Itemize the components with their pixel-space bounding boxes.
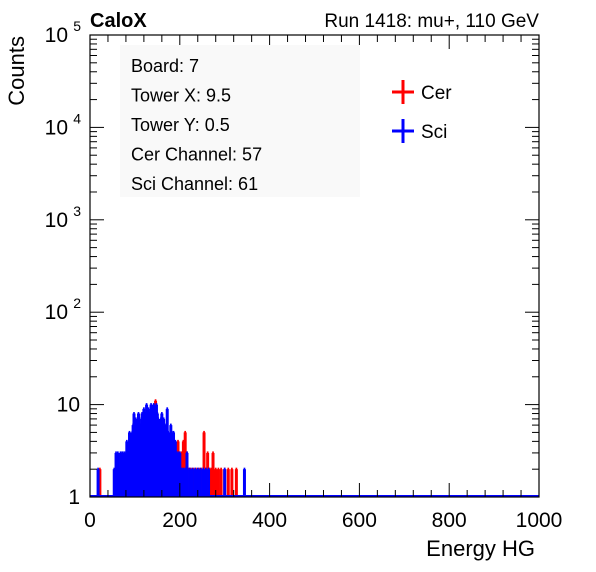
legend-label-sci: Sci xyxy=(421,122,447,143)
legend-entry-cer: Cer xyxy=(392,80,452,104)
header-left-label: CaloX xyxy=(90,10,147,32)
info-line: Board: 7 xyxy=(131,56,199,76)
x-tick-label: 200 xyxy=(162,509,197,532)
info-line: Tower X: 9.5 xyxy=(131,86,231,106)
x-tick-label: 0 xyxy=(84,509,96,532)
y-tick-exponent: 4 xyxy=(73,110,81,126)
info-line: Sci Channel: 61 xyxy=(131,174,258,194)
y-tick-exponent: 5 xyxy=(73,18,81,34)
header-right-label: Run 1418: mu+, 110 GeV xyxy=(324,11,539,32)
ticks-layer: 0 200 400 600 800 1000 1 10 10 2 10 3 10 4 10 5 xyxy=(45,18,563,532)
y-axis-label: Counts xyxy=(4,36,29,106)
series-layer xyxy=(90,399,539,497)
y-tick-label: 10 xyxy=(45,301,68,324)
y-tick-exponent: 2 xyxy=(73,295,81,311)
x-axis-label: Energy HG xyxy=(426,536,535,561)
y-tick-label: 10 xyxy=(57,394,80,417)
y-tick-label: 10 xyxy=(45,209,68,232)
x-tick-label: 800 xyxy=(432,509,467,532)
info-line: Tower Y: 0.5 xyxy=(131,115,230,135)
info-box: Board: 7 Tower X: 9.5 Tower Y: 0.5 Cer Chan… xyxy=(131,56,262,194)
plot-frame xyxy=(89,34,540,498)
legend-entry-sci: Sci xyxy=(392,119,447,143)
info-box-bg xyxy=(120,45,360,197)
y-tick-label: 10 xyxy=(45,116,68,139)
y-tick-label: 10 xyxy=(45,24,68,47)
series-sci xyxy=(90,403,539,497)
x-tick-label: 400 xyxy=(252,509,287,532)
y-tick-label: 1 xyxy=(68,486,80,509)
legend: Cer Sci xyxy=(392,80,452,143)
legend-label-cer: Cer xyxy=(421,83,452,104)
info-line: Cer Channel: 57 xyxy=(131,145,262,165)
x-tick-label: 1000 xyxy=(516,509,563,532)
x-tick-label: 600 xyxy=(342,509,377,532)
y-tick-exponent: 3 xyxy=(73,203,81,219)
